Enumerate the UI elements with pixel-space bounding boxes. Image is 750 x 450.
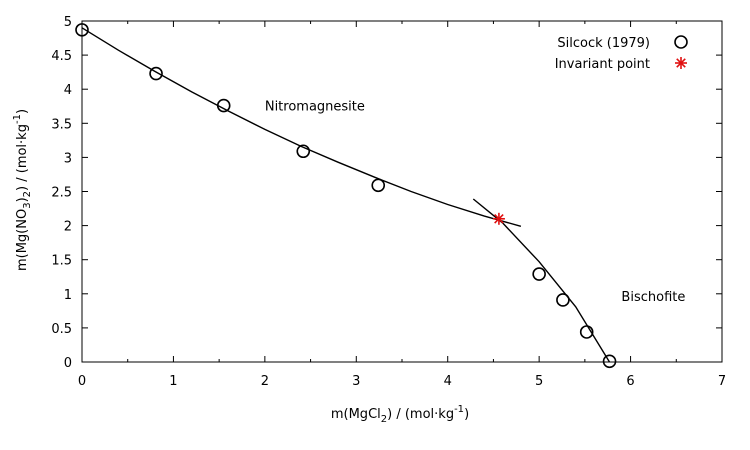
y-tick-label: 3 <box>64 151 72 166</box>
y-tick-label: 4.5 <box>51 49 72 64</box>
data-point-silcock <box>579 325 594 339</box>
data-point-silcock <box>149 66 163 81</box>
y-tick-label: 5 <box>64 15 72 30</box>
legend-label-1: Silcock (1979) <box>557 36 650 51</box>
x-tick-label: 3 <box>352 374 360 389</box>
annotation-nitromagnesite: Nitromagnesite <box>265 100 365 115</box>
y-tick-label: 2.5 <box>51 186 72 201</box>
fit-curve-1 <box>81 27 522 227</box>
data-point-silcock <box>296 144 311 159</box>
y-axis-label: m(Mg(NO3)2) / (mol·kg-1) <box>12 109 33 271</box>
data-point-invariant <box>492 212 505 225</box>
legend-label-2: Invariant point <box>555 57 650 72</box>
y-tick-label: 1 <box>64 288 72 303</box>
x-tick-label: 6 <box>626 374 634 389</box>
annotations: Nitromagnesite Bischofite <box>265 100 686 305</box>
data-point-silcock <box>371 178 386 193</box>
star-stroke <box>676 58 686 68</box>
legend: Silcock (1979) Invariant point <box>555 35 688 72</box>
y-tick-label: 0 <box>64 356 72 371</box>
x-tick-label: 5 <box>535 374 543 389</box>
legend-marker-circle <box>674 35 688 49</box>
x-axis-label: m(MgCl2) / (mol·kg-1) <box>331 404 469 425</box>
plot-frame <box>81 20 723 363</box>
data-point-silcock <box>75 23 89 37</box>
y-tick-label: 3.5 <box>51 117 72 132</box>
annotation-bischofite: Bischofite <box>621 290 685 305</box>
data-points <box>75 23 617 369</box>
y-tick-label: 2 <box>64 220 72 235</box>
plot-area: 0 1 2 3 4 5 6 7 0 0.5 1 1.5 2 2.5 3 3.5 4 4.5 5 <box>51 15 726 389</box>
x-tick-label: 0 <box>78 374 86 389</box>
legend-marker-star <box>675 57 687 69</box>
y-tick-label: 0.5 <box>51 322 72 337</box>
y-tick-label: 4 <box>64 83 72 98</box>
data-point-silcock <box>532 267 546 281</box>
x-tick-label: 1 <box>169 374 177 389</box>
x-tick-label: 7 <box>718 374 726 389</box>
y-tick-label: 1.5 <box>51 254 72 269</box>
data-point-silcock <box>556 293 570 307</box>
star-stroke <box>494 213 504 224</box>
x-tick-label: 4 <box>444 374 452 389</box>
x-tick-label: 2 <box>261 374 269 389</box>
data-point-silcock <box>602 354 617 369</box>
data-point-silcock <box>216 98 231 113</box>
